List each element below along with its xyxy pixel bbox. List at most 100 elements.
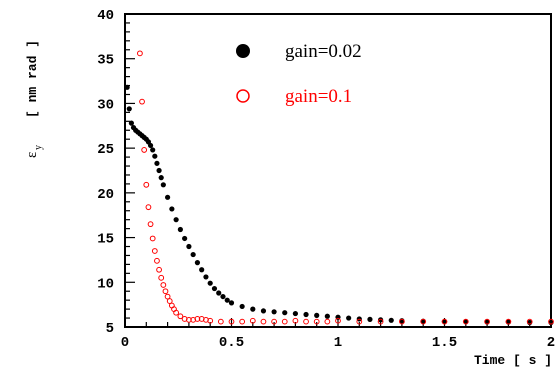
data-point-gain-0.02 (216, 290, 222, 296)
data-point-gain-0.1 (149, 235, 156, 242)
data-point-gain-0.02 (147, 142, 154, 149)
data-point-gain-0.02 (271, 309, 277, 315)
data-point-gain-0.1 (441, 318, 448, 325)
y-tick-label: 30 (97, 97, 114, 113)
data-point-gain-0.1 (158, 274, 165, 281)
data-point-gain-0.02 (224, 297, 230, 303)
data-point-gain-0.1 (335, 317, 341, 324)
data-point-gain-0.1 (139, 98, 145, 105)
data-point-gain-0.1 (160, 282, 167, 288)
data-point-gain-0.1 (505, 318, 512, 325)
data-point-gain-0.1 (526, 318, 533, 325)
data-point-gain-0.1 (186, 316, 192, 323)
x-tick-label: 0.5 (219, 335, 244, 351)
data-point-gain-0.02 (182, 235, 188, 242)
data-point-gain-0.02 (463, 319, 469, 325)
data-point-gain-0.02 (303, 311, 309, 318)
x-tick-label: 1 (334, 335, 342, 351)
data-point-gain-0.1 (228, 318, 235, 325)
data-point-gain-0.1 (281, 318, 288, 325)
y-tick-label: 10 (97, 276, 114, 292)
data-point-gain-0.1 (177, 313, 184, 320)
data-point-gain-0.1 (147, 221, 154, 228)
y-tick-label: 5 (106, 321, 114, 337)
data-point-gain-0.02 (292, 310, 298, 317)
data-point-gain-0.1 (166, 298, 173, 304)
data-point-gain-0.1 (164, 293, 171, 300)
data-point-gain-0.02 (203, 274, 209, 280)
data-point-gain-0.02 (260, 308, 267, 314)
x-tick-label: 1.5 (432, 335, 457, 351)
data-point-gain-0.02 (388, 317, 394, 323)
data-point-gain-0.1 (173, 309, 180, 316)
data-point-gain-0.02 (314, 312, 320, 318)
data-point-gain-0.1 (145, 204, 152, 211)
legend: gain=0.02 gain=0.1 (236, 41, 362, 107)
y-axis-label-unit: [ nm rad ] (25, 40, 40, 118)
data-point-gain-0.02 (441, 319, 448, 325)
data-point-gain-0.1 (548, 318, 554, 325)
legend-label-gain-0.1: gain=0.1 (285, 86, 352, 107)
data-point-gain-0.1 (154, 257, 160, 264)
data-point-gain-0.02 (128, 120, 134, 126)
data-point-gain-0.02 (207, 280, 213, 286)
data-point-gain-0.1 (271, 318, 278, 325)
data-point-gain-0.1 (399, 318, 405, 325)
y-tick-label: 35 (97, 53, 114, 69)
y-tick-label: 20 (97, 187, 114, 203)
data-point-gain-0.02 (250, 306, 256, 312)
data-point-gain-0.02 (169, 206, 175, 212)
data-point-gain-0.02 (186, 243, 192, 250)
x-tick-label: 2 (547, 335, 555, 351)
x-axis-label: Time [ s ] (474, 353, 552, 368)
data-point-gain-0.02 (160, 182, 166, 188)
data-point-gain-0.02 (378, 317, 384, 323)
data-point-gain-0.02 (211, 285, 218, 292)
data-point-gain-0.1 (207, 317, 214, 324)
data-point-gain-0.02 (126, 106, 132, 112)
data-point-gain-0.02 (150, 147, 156, 153)
data-point-gain-0.1 (356, 318, 363, 325)
data-point-gain-0.02 (194, 260, 201, 266)
data-point-gain-0.1 (420, 318, 427, 325)
data-point-gain-0.02 (367, 316, 373, 322)
data-point-gain-0.1 (141, 147, 148, 153)
data-point-gain-0.1 (156, 266, 162, 273)
y-tick-label: 40 (97, 8, 114, 24)
data-point-gain-0.1 (462, 318, 469, 325)
data-point-gain-0.02 (346, 315, 352, 321)
data-point-gain-0.02 (165, 194, 171, 200)
data-point-gain-0.1 (162, 288, 169, 295)
data-point-gain-0.02 (228, 300, 235, 306)
legend-marker-gain-0.1 (236, 89, 250, 103)
x-tick-label: 0 (121, 335, 129, 351)
y-axis-label-subscript: y (33, 145, 44, 150)
data-point-gain-0.02 (158, 175, 164, 181)
legend-label-gain-0.02: gain=0.02 (285, 41, 362, 62)
legend-marker-gain-0.02 (236, 44, 250, 58)
data-point-gain-0.1 (249, 317, 256, 324)
y-tick-label: 15 (97, 232, 114, 248)
data-point-gain-0.02 (154, 160, 160, 166)
data-point-gain-0.1 (239, 318, 246, 325)
y-tick-label: 25 (97, 142, 114, 158)
data-point-gain-0.1 (151, 248, 158, 254)
data-point-gain-0.02 (282, 310, 288, 316)
data-point-gain-0.02 (324, 313, 330, 319)
data-point-gain-0.02 (220, 293, 226, 300)
data-point-gain-0.1 (377, 318, 384, 325)
data-point-gain-0.02 (199, 267, 205, 273)
data-point-gain-0.02 (239, 303, 245, 310)
data-point-gain-0.02 (177, 226, 183, 233)
data-point-gain-0.1 (143, 181, 150, 188)
data-point-gain-0.1 (484, 318, 491, 325)
data-point-gain-0.1 (194, 316, 201, 322)
data-point-gain-0.02 (156, 167, 162, 174)
data-point-gain-0.1 (292, 317, 299, 324)
data-point-gain-0.02 (152, 153, 158, 159)
data-point-gain-0.1 (217, 318, 224, 325)
data-point-gain-0.1 (324, 318, 331, 325)
data-point-gain-0.02 (190, 251, 196, 258)
